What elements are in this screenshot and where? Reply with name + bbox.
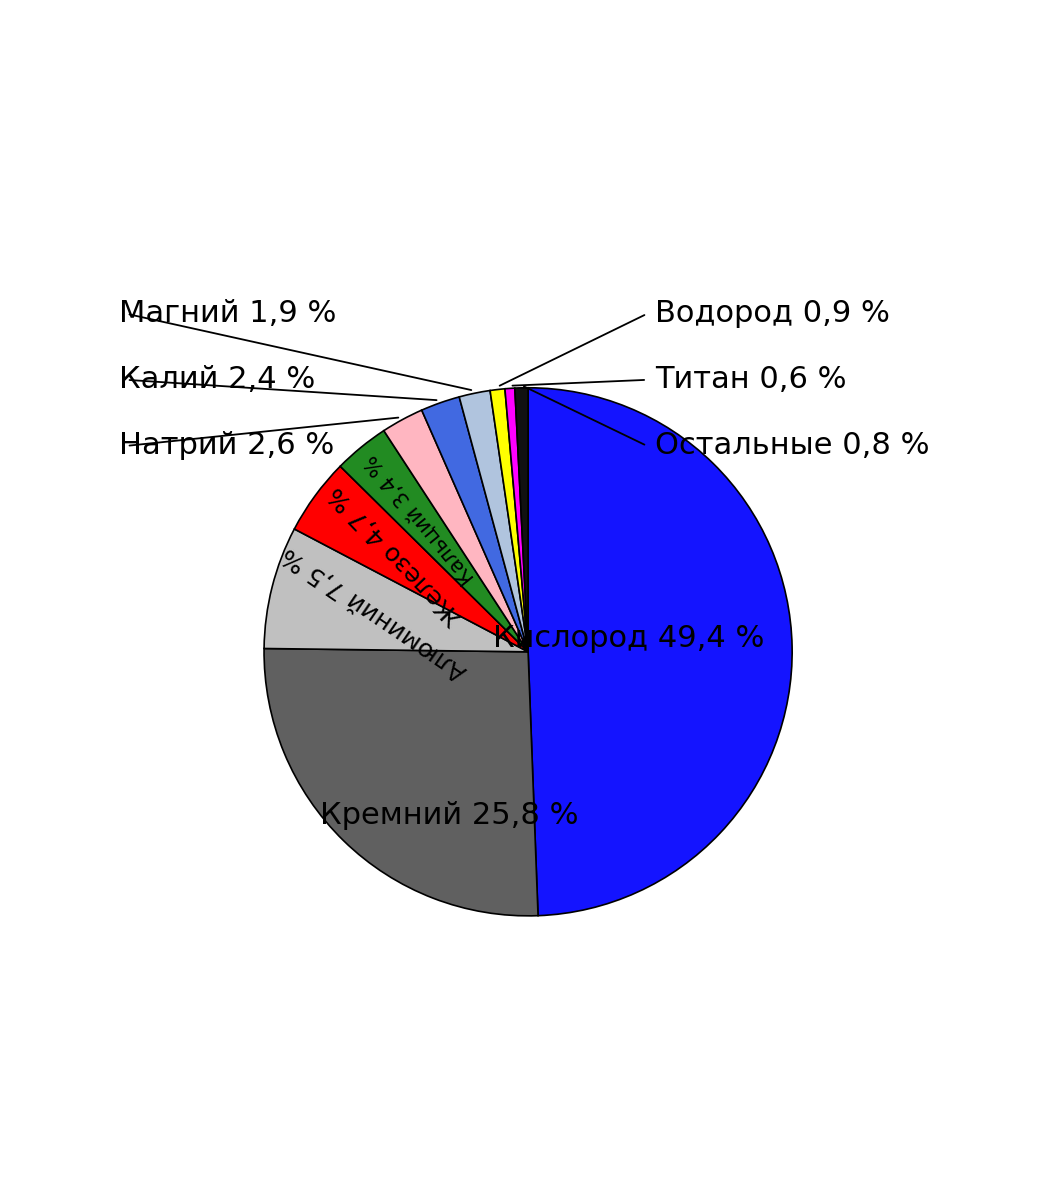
Wedge shape — [528, 388, 792, 915]
Text: Магний 1,9 %: Магний 1,9 % — [119, 300, 336, 328]
Text: Железо 4,7 %: Железо 4,7 % — [324, 482, 467, 629]
Text: Кислород 49,4 %: Кислород 49,4 % — [492, 624, 765, 653]
Wedge shape — [264, 648, 538, 915]
Wedge shape — [515, 388, 528, 652]
Wedge shape — [459, 391, 528, 652]
Text: Алюминий 7,5 %: Алюминий 7,5 % — [277, 541, 471, 684]
Wedge shape — [490, 389, 528, 652]
Text: Калий 2,4 %: Калий 2,4 % — [119, 365, 315, 394]
Text: Титан 0,6 %: Титан 0,6 % — [655, 365, 846, 394]
Text: Кальций 3,4 %: Кальций 3,4 % — [361, 450, 478, 587]
Wedge shape — [340, 430, 528, 652]
Wedge shape — [421, 397, 528, 652]
Text: Водород 0,9 %: Водород 0,9 % — [655, 300, 890, 328]
Text: Натрий 2,6 %: Натрий 2,6 % — [119, 431, 334, 460]
Wedge shape — [505, 388, 528, 652]
Wedge shape — [264, 530, 528, 652]
Text: Остальные 0,8 %: Остальные 0,8 % — [655, 431, 929, 460]
Text: Кремний 25,8 %: Кремний 25,8 % — [319, 801, 578, 830]
Wedge shape — [294, 466, 528, 652]
Wedge shape — [384, 410, 528, 652]
